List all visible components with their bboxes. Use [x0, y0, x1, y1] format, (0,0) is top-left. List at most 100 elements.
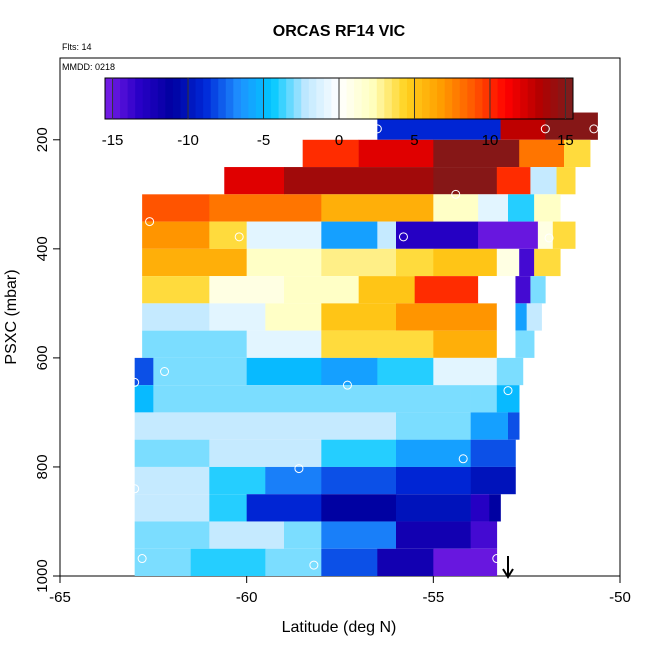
x-axis-label: Latitude (deg N) — [282, 619, 397, 636]
colorbar-swatch-18 — [240, 78, 249, 119]
colorbar-swatch-0 — [105, 78, 113, 119]
colorbar-swatch-44 — [437, 78, 446, 119]
heat-cell-9-0 — [134, 357, 154, 386]
heat-cell-12-4 — [470, 439, 516, 467]
colorbar: -15 -10 -5 0 5 10 15 — [102, 77, 574, 149]
y-axis-label: PSXC (mbar) — [3, 269, 20, 364]
colorbar-swatch-56 — [527, 78, 536, 119]
heat-cell-3-3 — [433, 194, 479, 222]
heat-cell-5-2 — [321, 248, 397, 277]
heat-cell-11-2 — [470, 412, 509, 440]
heat-cell-13-1 — [209, 466, 266, 495]
colorbar-swatch-5 — [142, 78, 151, 119]
sample-point-15 — [130, 484, 140, 494]
colorbar-swatch-49 — [474, 78, 483, 119]
colorbar-swatch-26 — [301, 78, 310, 119]
heat-cell-4-6 — [478, 221, 539, 249]
heat-cell-14-1 — [209, 494, 247, 522]
heat-cell-12-0 — [134, 439, 210, 467]
colorbar-swatch-9 — [172, 78, 181, 119]
sample-point-10 — [160, 367, 170, 377]
heatmap-cells — [134, 112, 598, 576]
colorbar-swatch-29 — [323, 78, 332, 119]
heat-cell-1-0 — [302, 139, 359, 168]
heat-cell-4-5 — [396, 221, 479, 249]
heat-cell-13-3 — [321, 466, 397, 495]
heat-cell-8-4 — [496, 330, 516, 358]
colorbar-swatch-17 — [233, 78, 242, 119]
heat-cell-14-2 — [246, 494, 322, 522]
colorbar-tick-label-3: 0 — [335, 132, 343, 149]
heat-cell-15-4 — [396, 521, 471, 549]
colorbar-tick-label-0: -15 — [102, 132, 124, 149]
colorbar-swatch-45 — [444, 78, 453, 119]
colorbar-swatch-58 — [542, 78, 551, 119]
heat-cell-16-5 — [433, 548, 498, 576]
colorbar-swatch-13 — [203, 78, 212, 119]
y-tick-label-4: 1000 — [34, 559, 51, 592]
heat-cell-9-6 — [496, 357, 524, 386]
colorbar-swatch-59 — [550, 78, 559, 119]
heat-cell-12-2 — [321, 439, 397, 467]
colorbar-swatch-55 — [520, 78, 529, 119]
heat-cell-9-5 — [433, 357, 498, 386]
colorbar-swatch-7 — [157, 78, 166, 119]
heat-cell-3-5 — [508, 194, 535, 222]
heat-cell-3-6 — [534, 194, 561, 222]
heat-cell-2-5 — [556, 167, 576, 195]
colorbar-tick-label-5: 10 — [482, 132, 499, 149]
heat-cell-3-2 — [321, 194, 434, 222]
heat-cell-4-1 — [209, 221, 247, 249]
colorbar-swatch-42 — [422, 78, 430, 119]
heat-cell-5-7 — [534, 248, 561, 277]
heat-cell-1-4 — [564, 139, 591, 168]
heat-cell-14-4 — [396, 494, 471, 522]
heat-cell-4-8 — [552, 221, 576, 249]
colorbar-swatch-32 — [346, 78, 355, 119]
heat-cell-11-3 — [508, 412, 520, 440]
colorbar-swatch-41 — [414, 78, 423, 119]
heat-cell-2-1 — [284, 167, 434, 195]
heat-cell-6-2 — [284, 276, 359, 304]
position-arrow — [502, 556, 514, 579]
colorbar-swatch-25 — [293, 78, 302, 119]
heat-cell-2-3 — [496, 167, 531, 195]
heat-cell-5-3 — [396, 248, 434, 277]
heat-cell-14-5 — [470, 494, 490, 522]
sample-points — [130, 124, 599, 570]
heat-cell-7-2 — [265, 303, 322, 331]
heat-cell-5-5 — [496, 248, 520, 277]
heat-cell-3-1 — [209, 194, 322, 222]
heat-cell-7-3 — [321, 303, 397, 331]
heat-cell-16-4 — [377, 548, 434, 576]
colorbar-swatch-21 — [263, 78, 272, 119]
heat-cell-6-1 — [209, 276, 285, 304]
x-tick-label-3: -50 — [609, 589, 631, 606]
colorbar-swatch-15 — [218, 78, 227, 119]
heat-cell-14-3 — [321, 494, 397, 522]
heat-cell-14-0 — [134, 494, 210, 522]
colorbar-swatch-6 — [150, 78, 159, 119]
colorbar-swatch-16 — [225, 78, 234, 119]
heat-cell-1-1 — [358, 139, 434, 168]
colorbar-swatch-43 — [429, 78, 438, 119]
heat-cell-16-3 — [321, 548, 378, 576]
y-tick-label-0: 200 — [34, 127, 51, 152]
colorbar-swatch-50 — [482, 78, 491, 119]
heat-cell-2-4 — [530, 167, 557, 195]
sample-point-2 — [589, 124, 599, 134]
x-tick-label-0: -65 — [49, 589, 71, 606]
heat-cell-10-2 — [470, 385, 498, 413]
heat-cell-15-2 — [284, 521, 322, 549]
colorbar-tick-label-4: 5 — [410, 132, 418, 149]
colorbar-swatch-61 — [565, 78, 574, 119]
sample-point-13 — [458, 454, 468, 464]
heat-cell-11-0 — [134, 412, 397, 440]
colorbar-swatch-54 — [512, 78, 521, 119]
heat-cell-1-2 — [433, 139, 520, 168]
heat-cell-7-7 — [526, 303, 542, 331]
heat-cell-7-6 — [515, 303, 527, 331]
date-annotation: MMDD: 0218 — [62, 62, 115, 72]
heat-cell-5-6 — [519, 248, 535, 277]
colorbar-gradient — [105, 78, 574, 119]
